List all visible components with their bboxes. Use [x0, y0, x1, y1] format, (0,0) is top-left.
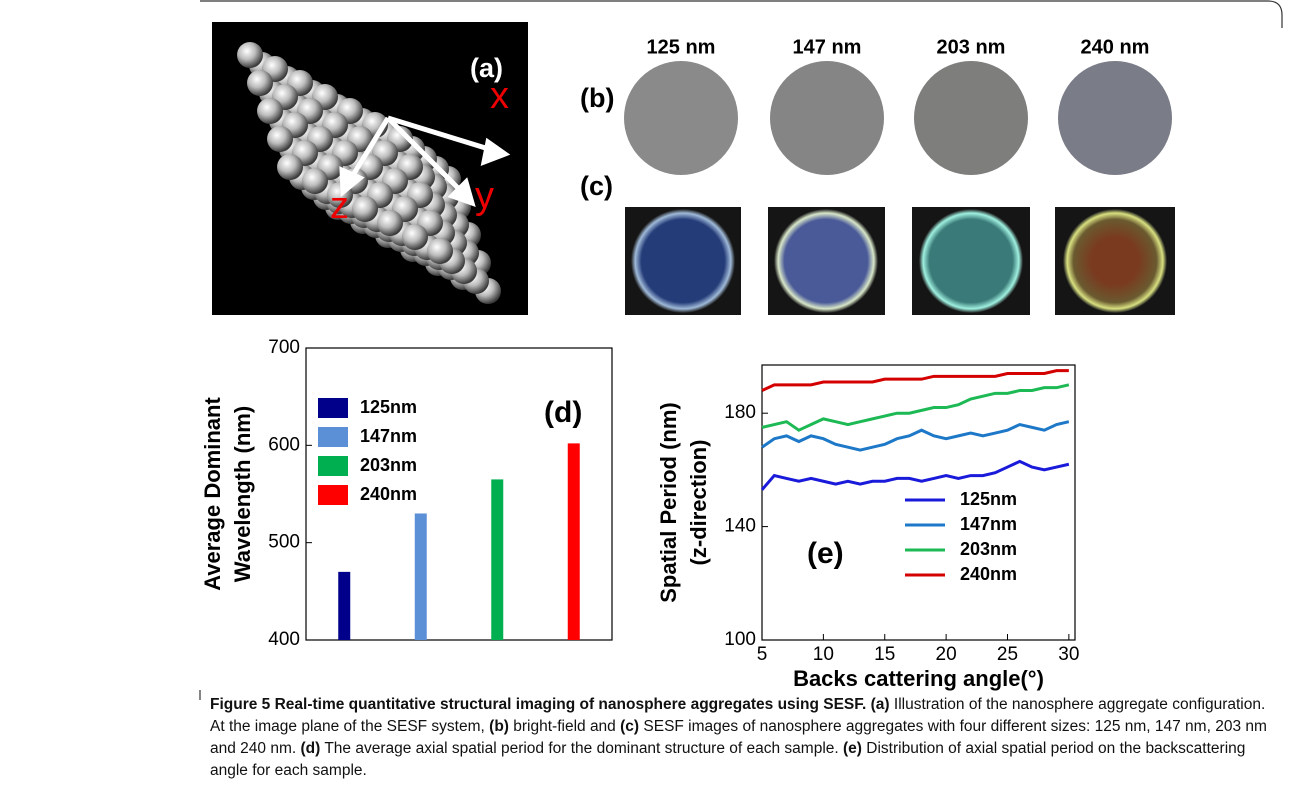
sphere: [377, 210, 403, 236]
sphere: [427, 238, 453, 264]
line: [762, 461, 1069, 489]
size-label: 240 nm: [1081, 36, 1150, 58]
x-tick-label: 30: [1058, 644, 1079, 665]
page: (a) x y z (b) (c) 125 nm 147 nm 203 nm 2…: [0, 0, 1290, 786]
axis-label: x: [490, 75, 509, 117]
panel-label: (e): [807, 537, 844, 570]
sphere: [257, 98, 283, 124]
sphere: [352, 196, 378, 222]
axis-label: z: [330, 185, 349, 227]
line: [762, 385, 1069, 430]
legend-label: 203nm: [960, 539, 1017, 559]
figure: (a) x y z (b) (c) 125 nm 147 nm 203 nm 2…: [0, 0, 1290, 700]
caption-ref: (b): [489, 718, 509, 735]
caption-title: Figure 5 Real-time quantitative structur…: [210, 696, 866, 713]
panel-label: (d): [544, 396, 582, 429]
legend-swatch: [318, 485, 348, 505]
sphere: [277, 154, 303, 180]
y-tick-label: 700: [268, 337, 300, 358]
legend-label: 147nm: [960, 514, 1017, 534]
charts: 125nm 147nm 203nm 240nm (d) 400 500 600 700 Avera…: [200, 337, 1080, 691]
legend-label: 240nm: [360, 484, 417, 504]
y-tick-label: 140: [724, 516, 756, 537]
y-tick-label: 400: [268, 629, 300, 650]
legend-label: 147nm: [360, 426, 417, 446]
bar: [491, 479, 503, 640]
y-tick-label: 500: [268, 532, 300, 553]
caption-ref: (a): [871, 696, 890, 713]
y-axis-label: Average Dominant: [200, 397, 225, 591]
x-tick-label: 10: [813, 644, 834, 665]
y-axis-label: Wavelength (nm): [230, 406, 255, 582]
caption-ref: (e): [843, 740, 862, 757]
caption-ref: (c): [620, 718, 639, 735]
sesf-image: [631, 209, 735, 313]
x-tick-label: 5: [757, 644, 768, 665]
legend-label: 240nm: [960, 564, 1017, 584]
legend-swatch: [318, 398, 348, 418]
caption: Figure 5 Real-time quantitative structur…: [210, 694, 1270, 782]
bar: [415, 513, 427, 640]
line: [762, 371, 1069, 391]
plot-frame: [762, 365, 1075, 640]
y-tick-label: 100: [724, 629, 756, 650]
sphere: [402, 224, 428, 250]
bright-field-image: [624, 61, 738, 175]
bright-field-image: [1058, 61, 1172, 175]
size-label: 147 nm: [793, 36, 862, 58]
plot-frame: [306, 348, 612, 640]
sesf-image: [919, 209, 1023, 313]
panel-label: (c): [580, 171, 613, 201]
bar: [568, 443, 580, 640]
bar: [338, 572, 350, 640]
x-tick-label: 15: [874, 644, 895, 665]
sphere: [247, 70, 273, 96]
sesf-image: [774, 209, 878, 313]
axis-label: y: [475, 175, 494, 217]
y-axis-label: (z-direction): [686, 440, 711, 566]
y-axis-label: Spatial Period (nm): [656, 402, 681, 602]
caption-text: The average axial spatial period for the…: [324, 740, 838, 757]
legend-swatch: [318, 427, 348, 447]
caption-ref: (d): [301, 740, 321, 757]
size-label: 203 nm: [937, 36, 1006, 58]
legend-label: 125nm: [360, 397, 417, 417]
sphere: [267, 126, 293, 152]
bright-field-image: [914, 61, 1028, 175]
sphere: [237, 42, 263, 68]
x-tick-label: 20: [936, 644, 957, 665]
caption-text: bright-field and: [513, 718, 616, 735]
sesf-image: [1063, 209, 1167, 313]
x-axis-label: Backs cattering angle(°): [793, 666, 1044, 691]
legend-label: 125nm: [960, 489, 1017, 509]
legend-label: 203nm: [360, 455, 417, 475]
y-tick-label: 600: [268, 434, 300, 455]
sphere: [302, 168, 328, 194]
panel-label: (b): [580, 83, 614, 113]
x-tick-label: 25: [997, 644, 1018, 665]
legend-swatch: [318, 456, 348, 476]
y-tick-label: 180: [724, 402, 756, 423]
size-label: 125 nm: [647, 36, 716, 58]
bright-field-image: [770, 61, 884, 175]
